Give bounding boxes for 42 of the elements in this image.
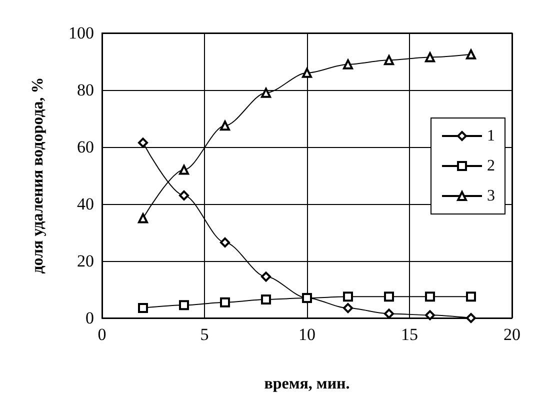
point bbox=[425, 52, 435, 62]
point bbox=[425, 292, 435, 302]
legend-label: 3 bbox=[487, 188, 495, 204]
x-tick-label: 5 bbox=[200, 325, 209, 344]
point bbox=[138, 303, 148, 314]
point bbox=[179, 190, 189, 200]
x-tick-label: 20 bbox=[504, 325, 520, 344]
point bbox=[384, 55, 394, 66]
x-tick-label: 10 bbox=[298, 325, 316, 344]
y-tick-label: 60 bbox=[77, 138, 94, 156]
point bbox=[179, 300, 189, 310]
point bbox=[466, 292, 476, 302]
y-tick-label: 20 bbox=[77, 252, 94, 270]
point bbox=[384, 308, 394, 319]
y-tick-label: 80 bbox=[77, 80, 94, 100]
point bbox=[261, 88, 271, 98]
point bbox=[261, 272, 271, 282]
point bbox=[302, 293, 312, 304]
point bbox=[261, 294, 271, 304]
point bbox=[179, 164, 189, 175]
point bbox=[138, 213, 148, 224]
point bbox=[343, 59, 353, 70]
x-tick-label: 15 bbox=[401, 325, 418, 344]
legend-label: 1 bbox=[487, 128, 495, 144]
point bbox=[466, 313, 476, 323]
x-tick-label: 0 bbox=[98, 325, 106, 344]
point bbox=[425, 310, 435, 320]
legend-label: 2 bbox=[487, 158, 495, 174]
x-axis-title: время, мин. bbox=[264, 376, 350, 392]
point bbox=[138, 138, 148, 148]
point bbox=[466, 49, 476, 60]
y-tick-label: 40 bbox=[77, 194, 94, 214]
y-axis-title: доля удаления водорода, % bbox=[30, 77, 46, 274]
point bbox=[302, 68, 312, 78]
point bbox=[220, 120, 230, 131]
y-tick-label: 0 bbox=[86, 308, 94, 328]
point bbox=[343, 292, 353, 302]
point bbox=[220, 297, 230, 308]
point bbox=[220, 237, 230, 248]
point bbox=[384, 292, 394, 302]
y-tick-label: 100 bbox=[68, 24, 94, 42]
point bbox=[343, 303, 353, 314]
